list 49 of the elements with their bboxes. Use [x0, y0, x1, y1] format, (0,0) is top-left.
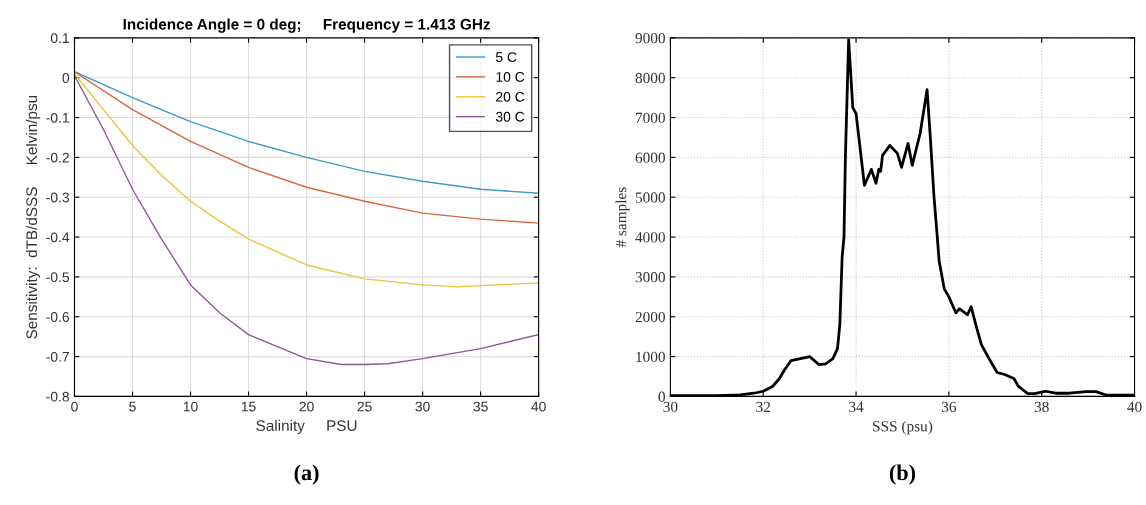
x-tick-label: 15 — [241, 401, 256, 412]
x-tick-label: 38 — [1034, 401, 1049, 413]
x-tick-label: 25 — [357, 401, 372, 412]
y-tick-label: 7000 — [636, 112, 665, 123]
x-tick-label: 30 — [663, 401, 678, 413]
x-tick-label: 36 — [941, 401, 957, 413]
line-series — [74, 73, 539, 288]
y-tick-label: 9000 — [635, 33, 665, 44]
y-tick-label: -0.8 — [46, 391, 70, 402]
x-tick-label: 5 — [129, 401, 136, 412]
y-tick-label: 1000 — [636, 351, 665, 363]
x-tick-label: 32 — [756, 401, 771, 413]
text: (b) — [889, 464, 916, 485]
y-tick-label: 0 — [658, 391, 665, 402]
y-axis-title: # samples — [615, 187, 630, 248]
x-tick-label: 34 — [849, 401, 864, 413]
y-tick-label: 3000 — [635, 272, 665, 283]
x-tick-label: 0 — [71, 401, 78, 412]
y-tick-label: 2000 — [635, 311, 665, 323]
y-tick-label: 4000 — [635, 232, 665, 243]
x-axis-title: SSS (psu) — [873, 420, 933, 435]
chart-title: Incidence Angle = 0 deg; Frequency = 1.413 GHz — [123, 18, 490, 33]
x-tick-label: 10 — [183, 401, 198, 412]
y-tick-label: -0.5 — [46, 272, 70, 283]
legend-label: 20 C — [496, 91, 525, 102]
y-tick-label: -0.4 — [46, 232, 70, 243]
line-series — [74, 71, 539, 224]
x-tick-label: 30 — [415, 401, 430, 412]
y-tick-label: 0 — [62, 73, 70, 83]
y-tick-label: 5000 — [635, 192, 665, 203]
line-series — [74, 71, 539, 194]
y-tick-label: -0.1 — [46, 112, 69, 123]
x-tick-label: 40 — [1127, 401, 1142, 413]
y-tick-label: -0.6 — [46, 312, 70, 322]
x-axis-title: Salinity PSU — [256, 419, 357, 435]
x-tick-label: 40 — [531, 401, 546, 412]
legend-label: 5 C — [495, 52, 517, 62]
x-tick-label: 20 — [299, 401, 314, 412]
y-tick-label: 6000 — [635, 152, 665, 163]
y-axis-title: Sensitivity: dTB/dSSS Kelvin/psu — [25, 95, 41, 339]
y-tick-label: 0.1 — [50, 33, 69, 44]
x-tick-label: 35 — [473, 401, 488, 412]
legend-label: 30 C — [495, 111, 525, 122]
y-tick-label: -0.7 — [46, 351, 69, 362]
y-tick-label: 8000 — [635, 72, 665, 84]
text: (a) — [294, 464, 319, 485]
y-tick-label: -0.3 — [46, 192, 70, 203]
y-tick-label: -0.2 — [46, 152, 69, 163]
legend-label: 10 C — [496, 72, 525, 82]
